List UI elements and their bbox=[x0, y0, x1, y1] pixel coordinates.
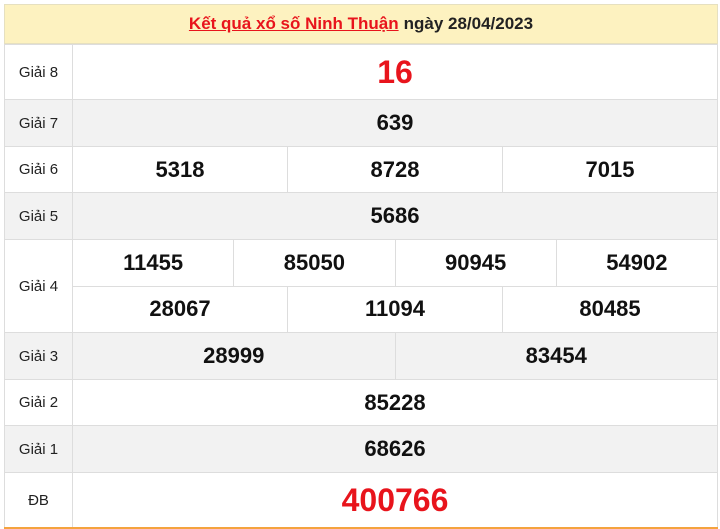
prize-number: 85228 bbox=[364, 389, 426, 415]
prize-number: 68626 bbox=[364, 436, 426, 461]
prize-label: Giải 7 bbox=[5, 100, 73, 146]
prize-number: 5686 bbox=[370, 203, 420, 228]
prize-number: 7015 bbox=[502, 147, 717, 192]
prize-number: 11455 bbox=[123, 249, 184, 275]
prize-row: Giải 6 5318 8728 7015 bbox=[4, 146, 718, 192]
prize-row: Giải 7 639 bbox=[4, 99, 718, 146]
prize-row: Giải 8 16 bbox=[4, 44, 718, 99]
draw-date: ngày 28/04/2023 bbox=[403, 14, 534, 33]
prize-row: Giải 4 11455 85050 90945 54902 28067 11094 8048… bbox=[4, 239, 718, 332]
prize-row: Giải 3 28999 83454 bbox=[4, 332, 718, 379]
prize-row: ĐB 400766 bbox=[4, 472, 718, 527]
table-header: Kết quả xổ số Ninh Thuận ngày 28/04/2023 bbox=[4, 4, 718, 44]
province-results-link[interactable]: Kết quả xổ số Ninh Thuận bbox=[188, 14, 399, 33]
prize-number: 80485 bbox=[502, 286, 717, 332]
prize-number: 400766 bbox=[341, 481, 449, 518]
prize-row: Giải 2 85228 bbox=[4, 379, 718, 425]
prize-number: 16 bbox=[377, 53, 413, 90]
prize-label: Giải 5 bbox=[5, 193, 73, 239]
prize-number: 5318 bbox=[155, 156, 205, 182]
prize-number: 83454 bbox=[394, 333, 718, 379]
prize-label: Giải 1 bbox=[5, 426, 73, 472]
prize-number: 28999 bbox=[203, 343, 265, 368]
prize-number: 90945 bbox=[394, 240, 556, 286]
prize-number: 85050 bbox=[233, 240, 394, 286]
prize-number: 54902 bbox=[555, 240, 717, 286]
prize-label: Giải 6 bbox=[5, 147, 73, 192]
prize-row: Giải 5 5686 bbox=[4, 192, 718, 239]
prize-label: Giải 8 bbox=[5, 45, 73, 99]
prize-number: 11094 bbox=[287, 286, 502, 332]
prize-label: Giải 3 bbox=[5, 333, 73, 379]
prize-label: ĐB bbox=[5, 473, 73, 527]
prize-label: Giải 2 bbox=[5, 380, 73, 425]
prize-number: 8728 bbox=[287, 147, 502, 192]
lottery-results-table: Kết quả xổ số Ninh Thuận ngày 28/04/2023… bbox=[4, 4, 718, 529]
prize-label: Giải 4 bbox=[5, 240, 73, 332]
prize-number: 639 bbox=[376, 110, 414, 135]
prize-number: 28067 bbox=[149, 296, 211, 322]
prize-row: Giải 1 68626 bbox=[4, 425, 718, 472]
